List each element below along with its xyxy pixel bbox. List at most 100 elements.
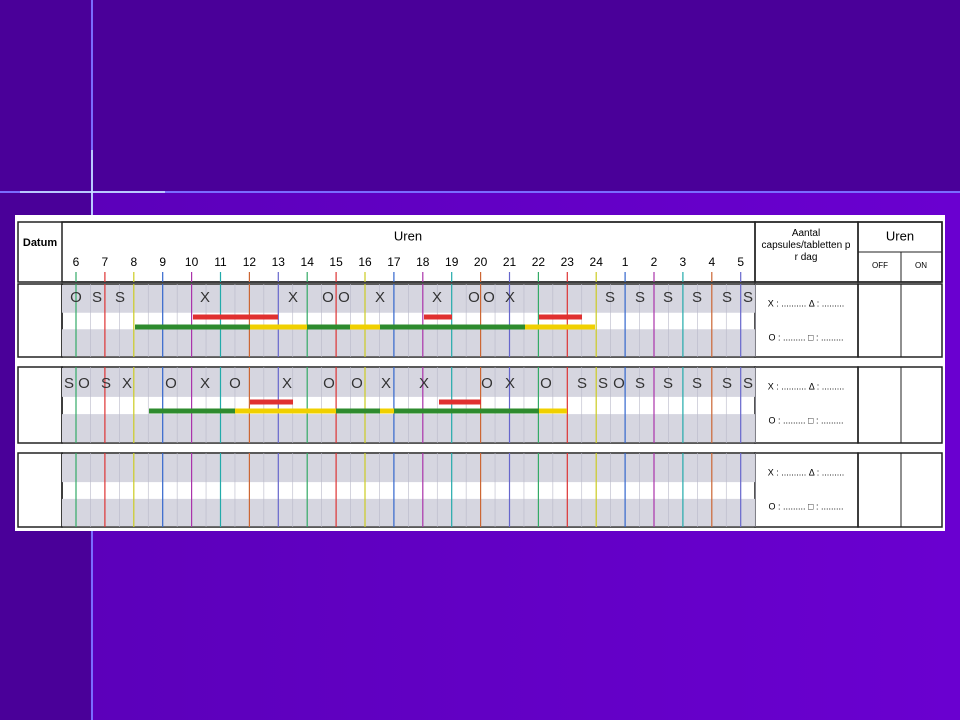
symbol: S	[605, 289, 615, 306]
hour-label: 4	[708, 255, 715, 269]
symbol: S	[722, 375, 732, 392]
symbol: S	[92, 289, 102, 306]
top-band	[0, 0, 960, 192]
hour-label: 3	[680, 255, 687, 269]
state-bar	[539, 408, 567, 414]
symbol: S	[101, 375, 111, 392]
state-bar	[380, 324, 525, 330]
hour-label: 23	[561, 255, 575, 269]
hour-label: 17	[387, 255, 401, 269]
legend-line: O : ......... □ : .........	[769, 415, 844, 425]
hour-label: 13	[272, 255, 286, 269]
legend-line: X : .......... Δ : .........	[768, 381, 845, 391]
symbol: O	[351, 375, 363, 392]
symbol: O	[78, 375, 90, 392]
symbol: S	[635, 289, 645, 306]
symbol: S	[692, 289, 702, 306]
state-bar	[250, 399, 293, 405]
off-label: OFF	[872, 261, 888, 270]
symbol: O	[323, 375, 335, 392]
legend-line: X : .......... Δ : .........	[768, 467, 845, 477]
legend-line: O : ......... □ : .........	[769, 501, 844, 511]
hour-label: 20	[474, 255, 488, 269]
state-bar	[439, 399, 481, 405]
symbol: S	[115, 289, 125, 306]
state-bar	[380, 408, 394, 414]
hour-label: 8	[130, 255, 137, 269]
symbol: O	[70, 289, 82, 306]
state-bar	[394, 408, 539, 414]
symbol: X	[288, 289, 298, 306]
symbol: X	[375, 289, 385, 306]
state-bar	[135, 324, 250, 330]
state-bar	[539, 314, 582, 320]
cell	[857, 366, 943, 444]
symbol: S	[743, 289, 753, 306]
state-bar	[149, 408, 235, 414]
datum-label: Datum	[23, 237, 57, 249]
cell	[857, 283, 943, 358]
symbol: S	[64, 375, 74, 392]
symbol: X	[200, 289, 210, 306]
symbol: O	[468, 289, 480, 306]
hour-label: 6	[73, 255, 80, 269]
symbol: X	[419, 375, 429, 392]
symbol: X	[505, 375, 515, 392]
symbol: X	[381, 375, 391, 392]
symbol: S	[635, 375, 645, 392]
hour-label: 15	[329, 255, 343, 269]
state-bar	[336, 408, 380, 414]
hour-label: 2	[651, 255, 658, 269]
symbol: O	[322, 289, 334, 306]
state-bar	[424, 314, 452, 320]
hour-label: 11	[214, 255, 227, 269]
symbol: O	[229, 375, 241, 392]
hour-label: 22	[532, 255, 546, 269]
state-bar	[307, 324, 350, 330]
symbol: O	[540, 375, 552, 392]
uren-label: Uren	[394, 228, 422, 243]
hour-label: 1	[622, 255, 629, 269]
symbol: O	[481, 375, 493, 392]
hour-label: 18	[416, 255, 430, 269]
symbol: S	[692, 375, 702, 392]
state-bar	[350, 324, 380, 330]
symbol: X	[505, 289, 515, 306]
hour-label: 24	[590, 255, 604, 269]
symbol: S	[598, 375, 608, 392]
hour-label: 19	[445, 255, 459, 269]
state-bar	[235, 408, 336, 414]
symbol: X	[122, 375, 132, 392]
on-label: ON	[915, 261, 927, 270]
symbol: S	[722, 289, 732, 306]
legend-line: X : .......... Δ : .........	[768, 298, 845, 308]
hour-label: 21	[503, 255, 517, 269]
symbol: O	[613, 375, 625, 392]
hour-label: 16	[358, 255, 372, 269]
symbol: X	[432, 289, 442, 306]
uren-right-label: Uren	[886, 228, 914, 243]
legend-line: O : ......... □ : .........	[769, 332, 844, 342]
symbol: S	[743, 375, 753, 392]
hour-label: 7	[102, 255, 109, 269]
hour-label: 14	[301, 255, 315, 269]
symbol: O	[338, 289, 350, 306]
symbol: S	[577, 375, 587, 392]
hour-label: 5	[737, 255, 744, 269]
symbol: X	[282, 375, 292, 392]
state-bar	[250, 324, 307, 330]
hour-label: 9	[159, 255, 166, 269]
state-bar	[525, 324, 595, 330]
state-bar	[193, 314, 278, 320]
hour-label: 12	[243, 255, 257, 269]
hour-label: 10	[185, 255, 199, 269]
symbol: S	[663, 289, 673, 306]
symbol: O	[483, 289, 495, 306]
symbol: S	[663, 375, 673, 392]
cell	[857, 452, 943, 528]
symbol: O	[165, 375, 177, 392]
